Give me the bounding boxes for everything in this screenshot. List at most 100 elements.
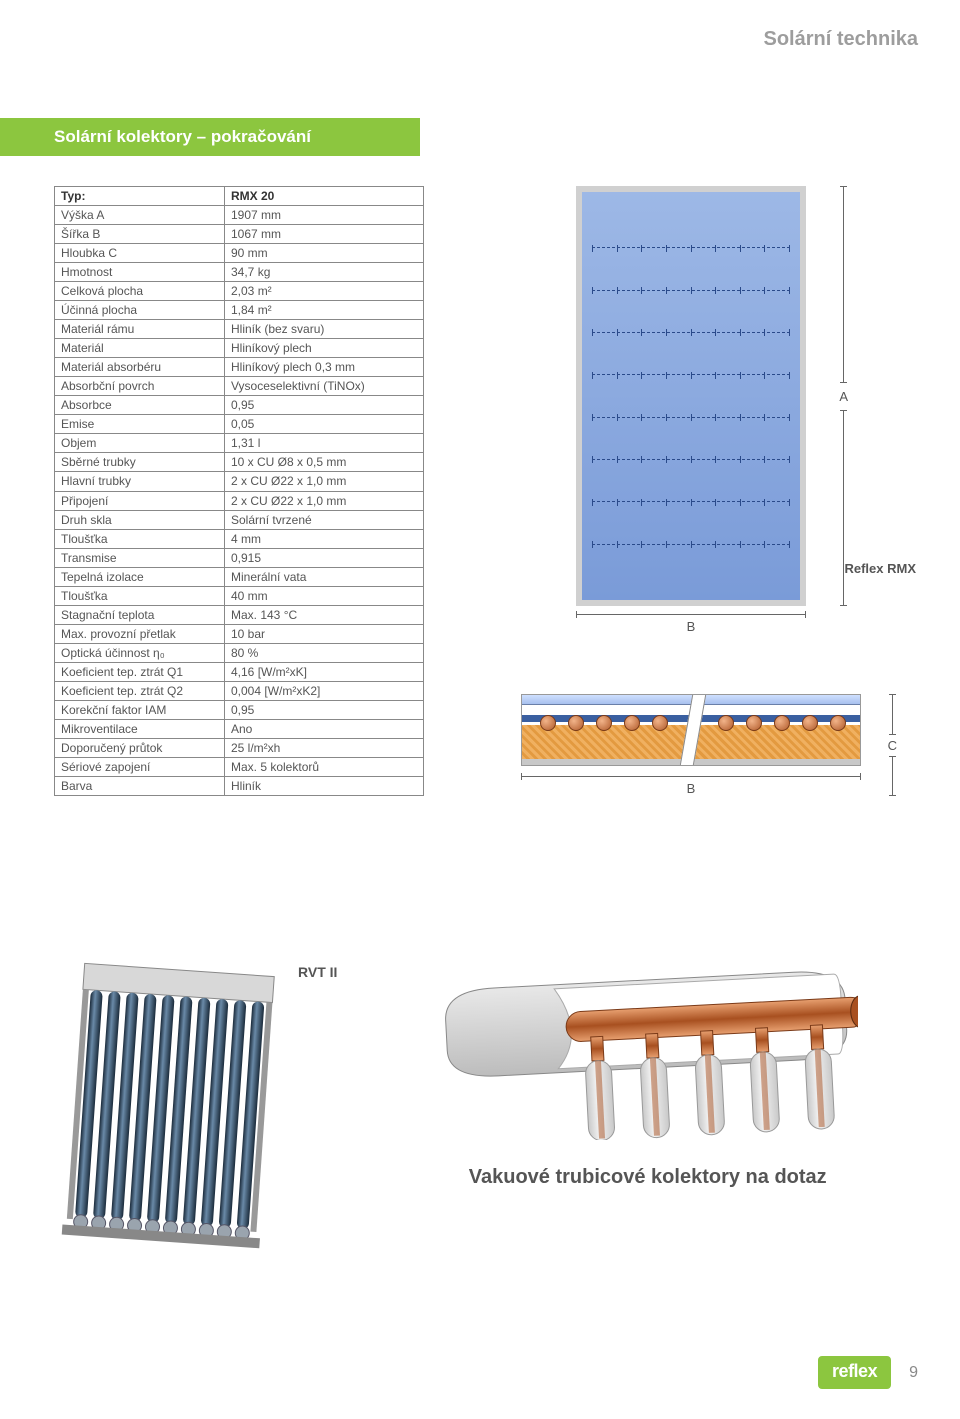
table-row: Tloušťka4 mm: [55, 529, 424, 548]
collector-panel: [576, 186, 806, 606]
table-cell-label: Korekční faktor IAM: [55, 700, 225, 719]
table-cell-value: 0,95: [225, 700, 424, 719]
heat-line: [592, 290, 790, 291]
heat-line: [592, 501, 790, 502]
table-cell-value: 0,95: [225, 396, 424, 415]
table-cell-label: Materiál rámu: [55, 320, 225, 339]
table-cell-value: 2 x CU Ø22 x 1,0 mm: [225, 472, 424, 491]
spec-table: Typ:RMX 20Výška A1907 mmŠířka B1067 mmHl…: [54, 186, 424, 796]
table-head-left: Typ:: [55, 187, 225, 206]
table-row: Absorbční povrchVysoceselektivní (TiNOx): [55, 377, 424, 396]
dimension-B-top-label: B: [687, 619, 696, 634]
table-cell-label: Stagnační teplota: [55, 605, 225, 624]
table-cell-label: Optická účinnost η₀: [55, 643, 225, 662]
cs-tube: [568, 715, 584, 731]
table-cell-label: Max. provozní přetlak: [55, 624, 225, 643]
table-row: Sériové zapojeníMax. 5 kolektorů: [55, 757, 424, 776]
rvt-block: RVT II: [54, 960, 337, 1260]
table-cell-label: Celková plocha: [55, 282, 225, 301]
rvt-collector-illustration: [54, 960, 284, 1260]
table-cell-label: Emise: [55, 415, 225, 434]
heat-line: [592, 459, 790, 460]
diagram-column: A Reflex RMX B C: [464, 186, 918, 796]
cs-tube: [830, 715, 846, 731]
table-cell-label: Materiál absorbéru: [55, 358, 225, 377]
page-number: 9: [909, 1364, 918, 1382]
content-row: Typ:RMX 20Výška A1907 mmŠířka B1067 mmHl…: [54, 186, 918, 796]
table-cell-label: Mikroventilace: [55, 719, 225, 738]
collector-front-diagram: A Reflex RMX: [576, 186, 806, 606]
table-cell-value: Hliník: [225, 776, 424, 795]
table-cell-value: Minerální vata: [225, 567, 424, 586]
table-cell-value: 1907 mm: [225, 206, 424, 225]
header-category: Solární technika: [764, 28, 919, 51]
table-cell-value: 1,84 m²: [225, 301, 424, 320]
reflex-logo: reflex: [818, 1356, 891, 1389]
table-cell-label: Koeficient tep. ztrát Q1: [55, 662, 225, 681]
table-row: Optická účinnost η₀80 %: [55, 643, 424, 662]
table-cell-value: 80 %: [225, 643, 424, 662]
table-cell-value: Vysoceselektivní (TiNOx): [225, 377, 424, 396]
dimension-B-bottom-label: B: [687, 781, 696, 796]
table-row: Objem1,31 l: [55, 434, 424, 453]
heat-line: [592, 544, 790, 545]
table-head-right: RMX 20: [225, 187, 424, 206]
table-row: MateriálHliníkový plech: [55, 339, 424, 358]
table-cell-label: Tloušťka: [55, 586, 225, 605]
table-row: Max. provozní přetlak10 bar: [55, 624, 424, 643]
cs-tube: [746, 715, 762, 731]
table-row: Materiál absorbéruHliníkový plech 0,3 mm: [55, 358, 424, 377]
product-label: Reflex RMX: [844, 561, 916, 576]
table-cell-value: Max. 5 kolektorů: [225, 757, 424, 776]
table-cell-value: 10 x CU Ø8 x 0,5 mm: [225, 453, 424, 472]
table-cell-value: 40 mm: [225, 586, 424, 605]
table-cell-label: Absorbce: [55, 396, 225, 415]
table-row: Koeficient tep. ztrát Q20,004 [W/m²xK2]: [55, 681, 424, 700]
table-cell-value: 4 mm: [225, 529, 424, 548]
table-cell-value: 1,31 l: [225, 434, 424, 453]
table-row: Sběrné trubky10 x CU Ø8 x 0,5 mm: [55, 453, 424, 472]
vacuum-note: Vakuové trubicové kolektory na dotaz: [469, 1166, 827, 1189]
dimension-A-label: A: [839, 383, 848, 410]
dimension-A: A: [839, 186, 848, 606]
table-cell-label: Sériové zapojení: [55, 757, 225, 776]
table-cell-label: Koeficient tep. ztrát Q2: [55, 681, 225, 700]
table-row: Koeficient tep. ztrát Q14,16 [W/m²xK]: [55, 662, 424, 681]
dimension-B-bottom: B: [521, 776, 861, 796]
table-cell-value: 25 l/m²xh: [225, 738, 424, 757]
dimension-C-label: C: [888, 735, 897, 756]
table-row: Hlavní trubky2 x CU Ø22 x 1,0 mm: [55, 472, 424, 491]
table-row: Korekční faktor IAM0,95: [55, 700, 424, 719]
table-cell-label: Hmotnost: [55, 263, 225, 282]
cs-tube: [596, 715, 612, 731]
cross-section: [521, 694, 861, 766]
table-cell-label: Sběrné trubky: [55, 453, 225, 472]
heat-line: [592, 417, 790, 418]
table-cell-label: Tloušťka: [55, 529, 225, 548]
dimension-C: C: [888, 694, 897, 796]
table-cell-value: 0,05: [225, 415, 424, 434]
table-row: Doporučený průtok25 l/m²xh: [55, 738, 424, 757]
table-cell-value: 1067 mm: [225, 225, 424, 244]
table-cell-label: Připojení: [55, 491, 225, 510]
table-cell-label: Hloubka C: [55, 244, 225, 263]
table-cell-value: 0,004 [W/m²xK2]: [225, 681, 424, 700]
table-row: Celková plocha2,03 m²: [55, 282, 424, 301]
table-cell-value: Max. 143 °C: [225, 605, 424, 624]
cs-tube: [652, 715, 668, 731]
heat-line: [592, 332, 790, 333]
cs-tube: [802, 715, 818, 731]
table-cell-value: Hliník (bez svaru): [225, 320, 424, 339]
table-cell-value: 0,915: [225, 548, 424, 567]
table-cell-value: 10 bar: [225, 624, 424, 643]
table-row: Tepelná izolaceMinerální vata: [55, 567, 424, 586]
table-row: Druh sklaSolární tvrzené: [55, 510, 424, 529]
table-row: Hloubka C90 mm: [55, 244, 424, 263]
heat-line: [592, 374, 790, 375]
table-cell-value: 4,16 [W/m²xK]: [225, 662, 424, 681]
table-cell-value: 34,7 kg: [225, 263, 424, 282]
table-cell-label: Šířka B: [55, 225, 225, 244]
table-cell-value: Hliníkový plech 0,3 mm: [225, 358, 424, 377]
table-cell-value: Ano: [225, 719, 424, 738]
lower-row: RVT II Vakuové trubicové kolektory na do…: [54, 960, 918, 1260]
